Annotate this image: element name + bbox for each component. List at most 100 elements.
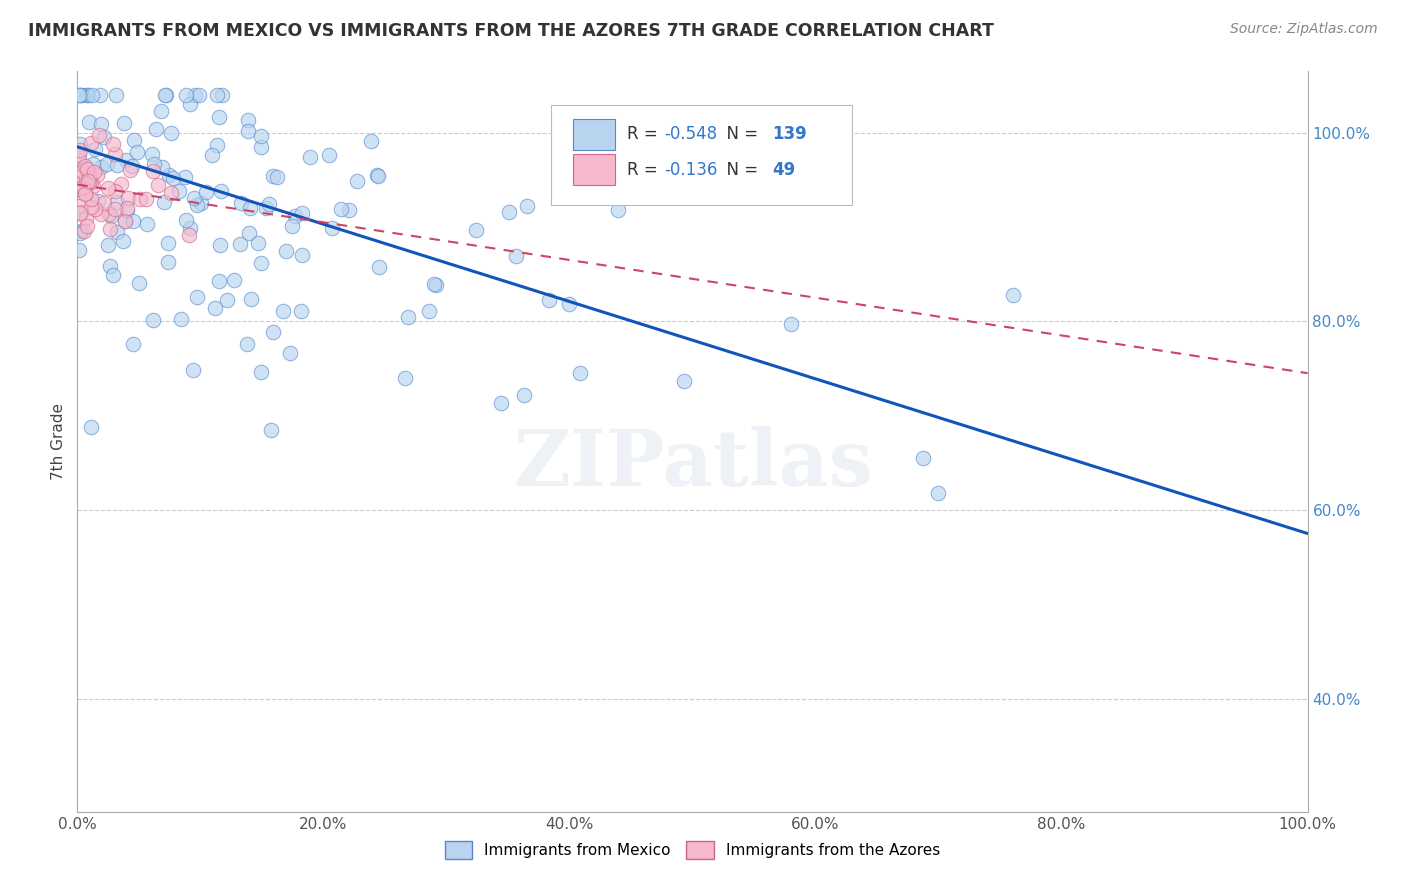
Point: [142, 163, 165, 178]
Point: [157, 168, 180, 182]
Point: [142, 313, 165, 327]
Point: [93, 195, 115, 210]
Point: [505, 249, 527, 263]
Point: [70, 164, 93, 178]
Point: [298, 150, 321, 164]
Point: [157, 254, 180, 268]
Point: [97, 207, 120, 221]
Point: [236, 336, 259, 351]
Point: [98, 259, 121, 273]
Point: [89, 128, 111, 142]
FancyBboxPatch shape: [574, 119, 614, 150]
Point: [250, 140, 273, 154]
Point: [104, 184, 127, 198]
Point: [337, 203, 360, 218]
Point: [318, 147, 340, 161]
Text: R =: R =: [627, 125, 664, 144]
Point: [67, 182, 90, 196]
Point: [141, 146, 163, 161]
Point: [211, 87, 233, 102]
Point: [82, 157, 104, 171]
Point: [67, 147, 90, 161]
Point: [177, 227, 200, 242]
Point: [346, 174, 368, 188]
Point: [222, 273, 245, 287]
Point: [278, 346, 301, 360]
Point: [103, 136, 125, 151]
Point: [538, 293, 561, 308]
Point: [271, 304, 294, 318]
Point: [76, 87, 98, 102]
Point: [100, 209, 122, 223]
Point: [217, 293, 239, 307]
Text: -0.548: -0.548: [664, 125, 717, 144]
Point: [83, 202, 105, 217]
Point: [489, 396, 512, 410]
Point: [150, 160, 173, 174]
Point: [607, 203, 630, 218]
Point: [84, 142, 107, 156]
Point: [155, 87, 177, 102]
Point: [89, 160, 111, 174]
Point: [174, 169, 197, 184]
Point: [209, 185, 232, 199]
Point: [281, 219, 304, 233]
Point: [170, 312, 193, 326]
FancyBboxPatch shape: [574, 154, 614, 186]
Point: [149, 103, 172, 118]
Point: [70, 223, 93, 237]
Point: [114, 214, 136, 228]
Point: [153, 194, 176, 209]
Point: [80, 192, 103, 206]
Point: [184, 87, 207, 102]
Point: [186, 290, 208, 304]
Text: ZIPatlas: ZIPatlas: [513, 425, 872, 502]
Point: [128, 277, 150, 291]
Point: [250, 256, 273, 270]
Point: [423, 277, 446, 291]
Point: [80, 136, 103, 150]
Point: [105, 225, 128, 239]
Point: [121, 159, 143, 173]
Point: [67, 153, 90, 168]
Legend: Immigrants from Mexico, Immigrants from the Azores: Immigrants from Mexico, Immigrants from …: [439, 835, 946, 864]
Point: [779, 317, 801, 331]
Point: [157, 235, 180, 250]
Text: IMMIGRANTS FROM MEXICO VS IMMIGRANTS FROM THE AZORES 7TH GRADE CORRELATION CHART: IMMIGRANTS FROM MEXICO VS IMMIGRANTS FRO…: [28, 22, 994, 40]
Point: [228, 236, 250, 251]
Point: [912, 450, 935, 465]
Point: [174, 87, 197, 102]
Point: [89, 87, 111, 102]
Point: [418, 303, 440, 318]
Point: [76, 174, 98, 188]
Point: [76, 162, 98, 177]
Point: [266, 170, 288, 185]
Point: [122, 336, 145, 351]
Point: [69, 205, 91, 219]
Point: [110, 177, 132, 191]
Point: [179, 221, 201, 235]
Point: [122, 133, 145, 147]
Point: [67, 244, 90, 258]
Point: [112, 116, 135, 130]
Point: [135, 192, 157, 206]
Point: [927, 485, 949, 500]
Point: [276, 244, 298, 259]
Point: [69, 199, 91, 213]
Point: [284, 210, 307, 224]
Point: [236, 112, 259, 127]
Point: [209, 238, 232, 252]
Point: [321, 221, 343, 235]
Point: [105, 195, 128, 210]
Text: N =: N =: [716, 161, 763, 178]
Point: [360, 134, 382, 148]
Point: [90, 117, 112, 131]
Point: [104, 87, 127, 102]
Point: [425, 278, 447, 293]
Point: [83, 165, 105, 179]
Point: [569, 367, 592, 381]
Point: [86, 194, 108, 208]
Point: [148, 178, 170, 192]
Text: Source: ZipAtlas.com: Source: ZipAtlas.com: [1230, 22, 1378, 37]
Point: [181, 363, 204, 377]
